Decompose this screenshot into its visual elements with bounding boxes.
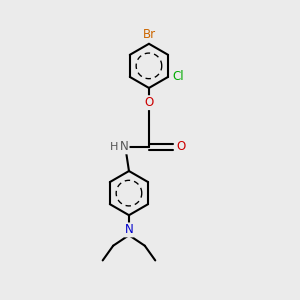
Text: H: H: [110, 142, 118, 152]
Text: O: O: [176, 140, 186, 153]
Text: N: N: [124, 224, 133, 236]
Text: N: N: [120, 140, 129, 153]
Text: O: O: [144, 96, 154, 109]
Text: Br: Br: [142, 28, 155, 41]
Text: Cl: Cl: [173, 70, 184, 83]
